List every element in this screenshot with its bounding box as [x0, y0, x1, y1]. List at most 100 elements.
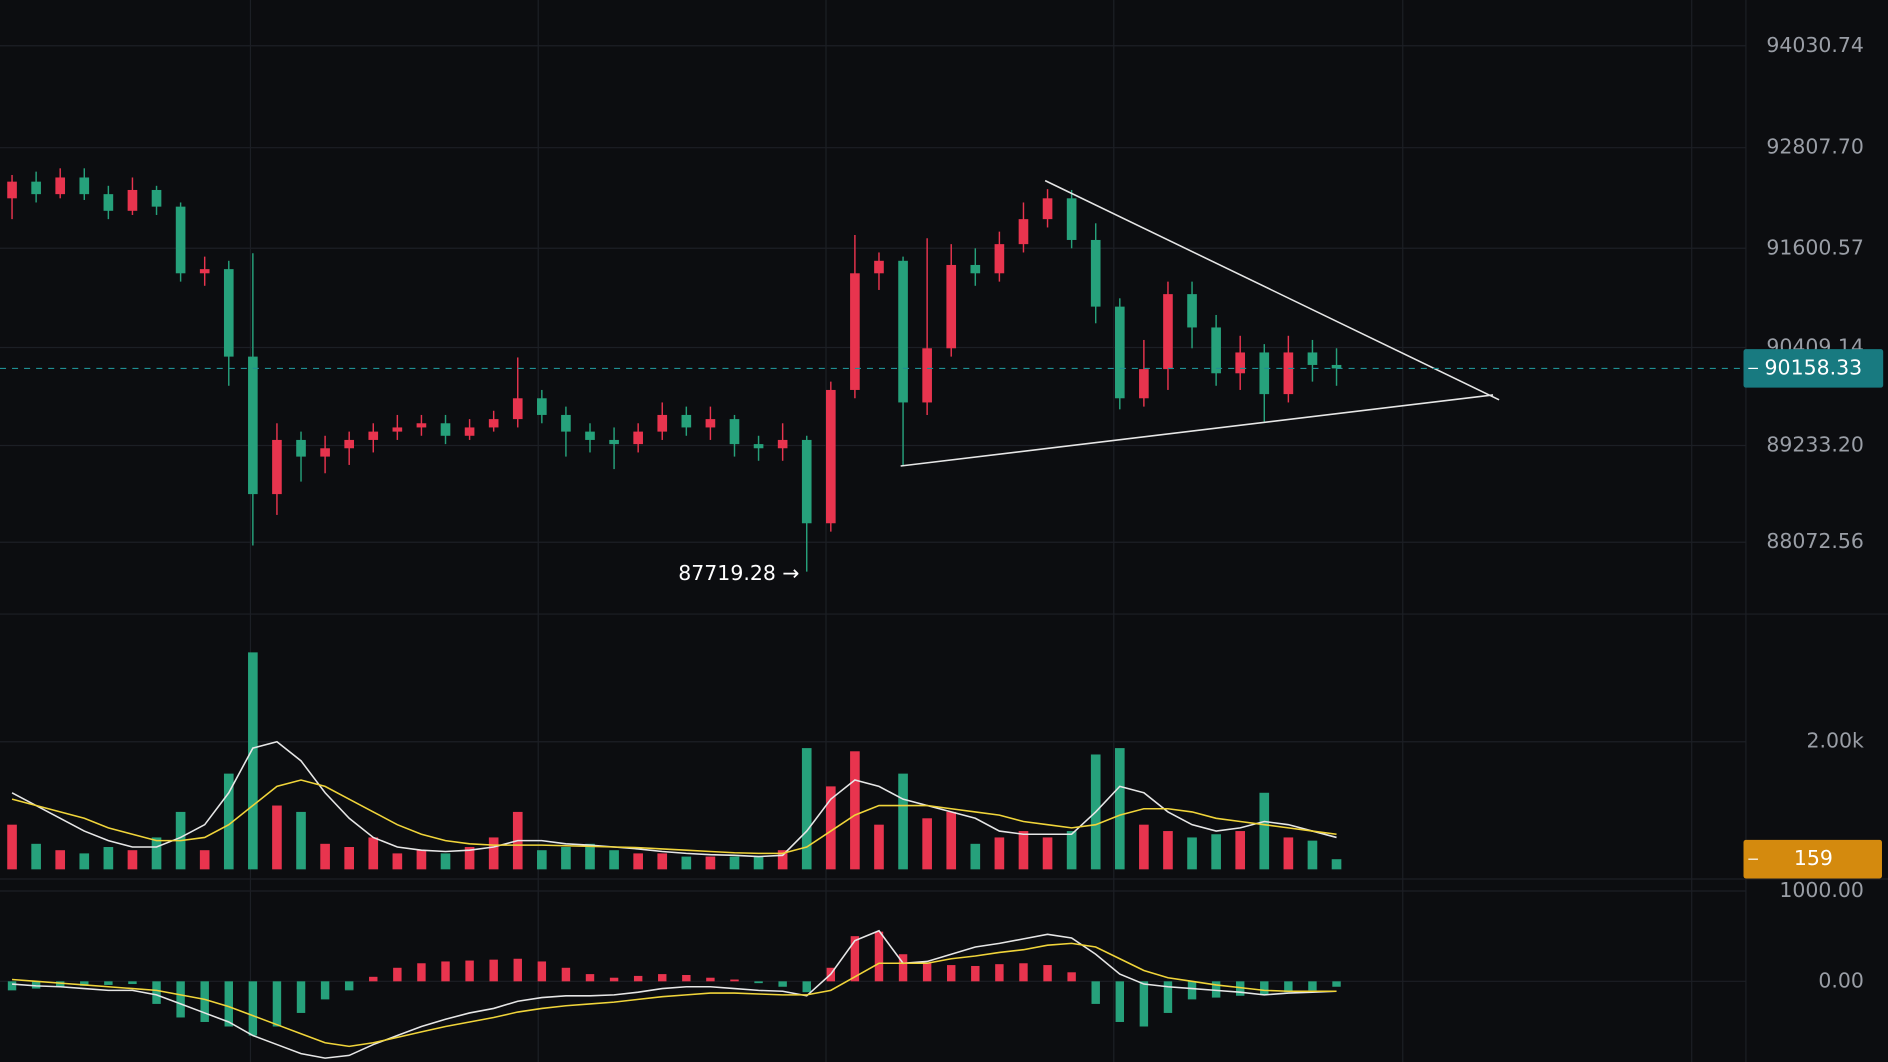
volume-bar — [1042, 837, 1053, 870]
volume-bar — [1331, 859, 1342, 870]
candle-body — [633, 431, 643, 445]
volume-bar — [850, 751, 860, 870]
volume-bar — [296, 811, 306, 870]
candle-body — [1283, 352, 1294, 395]
histogram-bar — [922, 963, 932, 982]
candle-body — [440, 423, 451, 436]
volume-bar — [705, 856, 716, 870]
candle-body — [561, 414, 571, 432]
candle-body — [199, 269, 210, 274]
candle-body — [175, 206, 186, 274]
candle-body — [512, 398, 523, 420]
volume-bar — [440, 853, 451, 870]
volume-bar — [657, 853, 668, 870]
y-tick-label: 2.00k — [1807, 729, 1865, 753]
volume-bar — [994, 837, 1005, 870]
low-annotation: 87719.28 → — [678, 561, 799, 585]
histogram-bar — [489, 959, 498, 982]
volume-bar — [103, 847, 114, 870]
candle-body — [970, 264, 981, 274]
indicator-line — [11, 779, 1337, 855]
volume-bar — [272, 805, 282, 870]
candle-body — [1211, 327, 1221, 374]
volume-bar — [801, 748, 812, 870]
histogram-bar — [344, 981, 354, 991]
candle-body — [537, 398, 547, 415]
candle-body — [1114, 306, 1125, 399]
histogram-bar — [537, 961, 547, 982]
histogram-bar — [55, 981, 65, 987]
candle-body — [416, 423, 427, 428]
candle-body — [657, 414, 668, 432]
candle-body — [826, 389, 836, 524]
histogram-bar — [1332, 981, 1341, 987]
histogram-bar — [200, 981, 209, 1022]
volume-bar — [1114, 748, 1125, 870]
candle-body — [753, 444, 764, 449]
histogram-bar — [1211, 981, 1221, 998]
volume-bar — [1163, 831, 1173, 870]
candle-body — [55, 177, 66, 195]
histogram-bar — [802, 981, 811, 993]
candle-body — [729, 419, 740, 445]
histogram-bar — [152, 981, 161, 1004]
volume-bar — [248, 652, 258, 870]
histogram-bar — [609, 977, 619, 982]
candle-body — [464, 427, 475, 436]
volume-bar — [777, 850, 788, 870]
volume-bar — [223, 773, 234, 870]
candle-body — [1042, 198, 1053, 220]
volume-bar — [344, 847, 354, 870]
candle-body — [1187, 294, 1197, 328]
candle-body — [392, 427, 403, 432]
candle-body — [609, 439, 619, 445]
volume-bar — [922, 818, 932, 870]
volume-bar — [970, 843, 981, 870]
histogram-bar — [754, 981, 763, 984]
candle-body — [850, 273, 860, 390]
candle-body — [585, 431, 595, 440]
histogram-bar — [224, 981, 233, 1027]
histogram-bar — [947, 965, 956, 982]
histogram-bar — [1235, 981, 1245, 996]
candle-body — [1139, 369, 1149, 399]
histogram-bar — [1091, 981, 1100, 1004]
last-price-tag — [1743, 349, 1884, 388]
histogram-bar — [128, 981, 137, 985]
histogram-bar — [393, 967, 402, 982]
histogram-bar — [633, 975, 643, 982]
candle-body — [31, 181, 41, 195]
histogram-bar — [1019, 963, 1028, 982]
volume-bar — [1139, 824, 1149, 870]
volume-bar — [368, 837, 379, 870]
volume-bar — [561, 847, 571, 870]
volume-bar — [79, 853, 90, 870]
volume-bar — [464, 847, 475, 870]
histogram-bar — [80, 981, 89, 986]
candle-body — [1259, 352, 1270, 395]
histogram-bar — [248, 981, 258, 1036]
histogram-bar — [561, 967, 571, 982]
histogram-bar — [369, 976, 378, 982]
candle-body — [801, 439, 812, 524]
candle-body — [994, 244, 1005, 274]
histogram-bar — [1139, 981, 1149, 1027]
volume-bar — [609, 850, 619, 870]
histogram-bar — [296, 981, 306, 1013]
y-tick-label: 0.00 — [1818, 968, 1864, 992]
candle-body — [296, 439, 306, 457]
volume-bar — [898, 773, 908, 870]
volume-bar — [31, 843, 41, 870]
volume-bar — [1259, 792, 1270, 870]
volume-bar — [1307, 840, 1318, 870]
last-price-label: 90158.33 — [1765, 355, 1863, 379]
volume-tag-label: 159 — [1794, 846, 1833, 870]
volume-bar — [320, 843, 330, 870]
histogram-bar — [874, 931, 884, 982]
candle-body — [7, 181, 17, 199]
volume-bar — [633, 853, 643, 870]
y-tick-label: 1000.00 — [1779, 878, 1864, 902]
volume-bar — [729, 856, 740, 870]
